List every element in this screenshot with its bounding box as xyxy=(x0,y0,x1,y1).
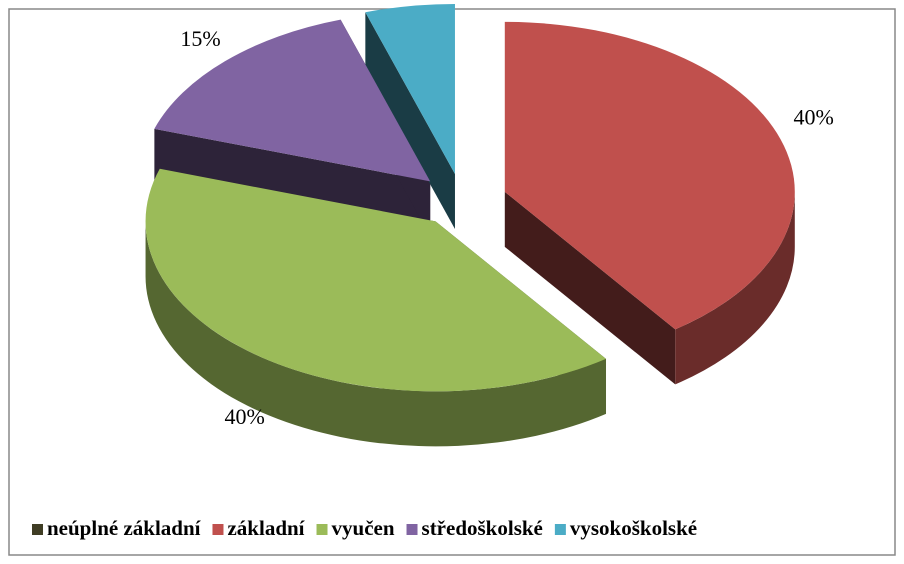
legend-label: vyučen xyxy=(332,516,395,540)
legend-swatch xyxy=(212,524,224,535)
data-label: 40% xyxy=(224,404,264,429)
slice-side xyxy=(365,12,455,229)
slice-wall xyxy=(145,221,607,447)
legend-swatch xyxy=(406,524,418,535)
legend-label: základní xyxy=(227,516,305,540)
slice xyxy=(504,21,795,330)
slice-tops xyxy=(145,3,795,392)
data-label: 40% xyxy=(794,104,834,129)
legend-swatch xyxy=(32,524,43,535)
slice xyxy=(154,19,431,182)
slice xyxy=(365,3,455,174)
slice-side xyxy=(504,191,676,385)
legend-swatch xyxy=(316,524,328,535)
legend-label: středoškolské xyxy=(422,516,543,540)
legend-label: neúplné základní xyxy=(47,516,202,540)
legend-swatch xyxy=(554,524,566,535)
slice-wall xyxy=(675,191,795,385)
data-label: 15% xyxy=(180,26,220,51)
slice xyxy=(145,168,607,392)
legend-label: vysokoškolské xyxy=(570,516,697,540)
